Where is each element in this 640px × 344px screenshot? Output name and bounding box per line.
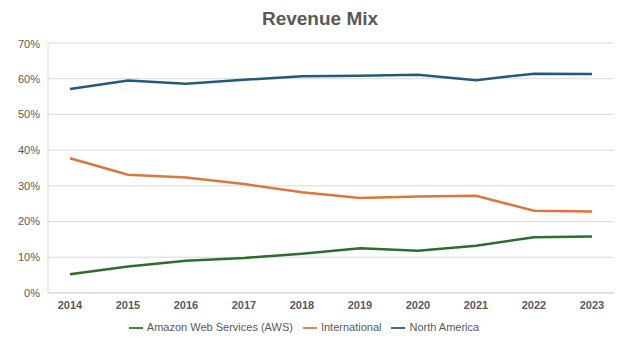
- html-text:Amazon Web Services (AWS): Amazon Web Services (AWS): [146, 320, 293, 333]
- svg-text:60%: 60%: [18, 73, 40, 85]
- svg-text:70%: 70%: [18, 38, 40, 50]
- svg-text:0%: 0%: [24, 287, 40, 299]
- html-text:North America: North America: [409, 320, 480, 333]
- svg-text:20%: 20%: [18, 215, 40, 227]
- svg-text:2022: 2022: [522, 299, 546, 311]
- svg-text:50%: 50%: [18, 108, 40, 120]
- svg-text:40%: 40%: [18, 144, 40, 156]
- svg-text:2019: 2019: [348, 299, 372, 311]
- svg-text:2016: 2016: [174, 299, 198, 311]
- svg-text:2017: 2017: [232, 299, 256, 311]
- html-text:International: International: [320, 320, 382, 333]
- svg-text:2021: 2021: [464, 299, 488, 311]
- html-text:Revenue Mix: Revenue Mix: [261, 8, 379, 29]
- svg-text:30%: 30%: [18, 180, 40, 192]
- svg-text:2014: 2014: [58, 299, 83, 311]
- svg-text:2018: 2018: [290, 299, 314, 311]
- svg-text:2023: 2023: [580, 299, 604, 311]
- svg-text:2015: 2015: [116, 299, 140, 311]
- svg-text:10%: 10%: [18, 251, 40, 263]
- svg-text:2020: 2020: [406, 299, 430, 311]
